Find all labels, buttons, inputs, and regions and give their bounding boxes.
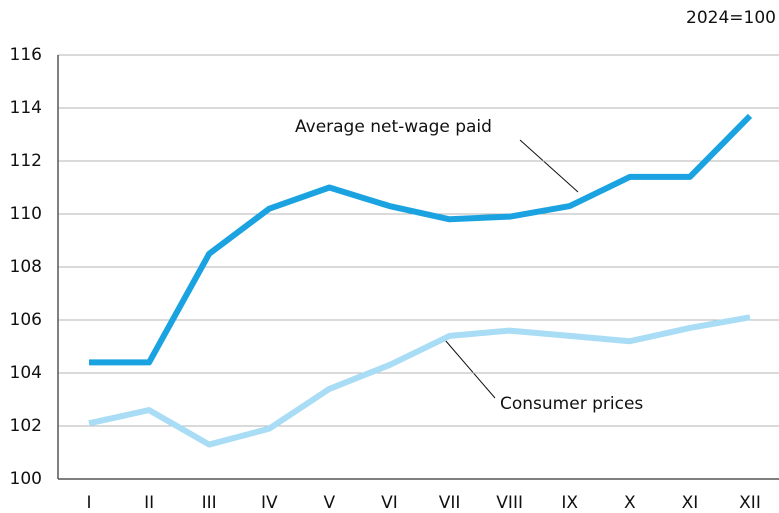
x-tick-label: III [202,493,217,513]
x-tick-label: II [144,493,154,513]
x-tick-label: XII [739,493,761,513]
x-tick-label: IV [261,493,278,513]
y-tick-label: 102 [10,416,42,436]
y-tick-label: 110 [10,204,42,224]
leader-line [519,139,579,193]
series-line [88,314,751,448]
x-tick-label: VII [439,493,461,513]
x-tick-label: IX [561,493,578,513]
y-tick-label: 104 [10,363,42,383]
y-tick-label: 100 [10,469,42,489]
x-tick-label: X [624,493,636,513]
series-line [89,113,753,366]
x-tick-label: I [86,493,91,513]
y-tick-label: 106 [10,310,42,330]
y-tick-label: 108 [10,257,42,277]
x-tick-label: VI [381,493,398,513]
series-label: Average net-wage paid [295,117,492,137]
y-tick-label: 112 [10,151,42,171]
x-tick-label: VIII [496,493,523,513]
y-tick-label: 116 [10,45,42,65]
series-label: Consumer prices [500,394,643,414]
x-tick-label: V [324,493,336,513]
x-tick-label: XI [682,493,699,513]
leader-line [444,339,496,399]
y-tick-label: 114 [10,98,42,118]
note: 2024=100 [686,8,776,28]
